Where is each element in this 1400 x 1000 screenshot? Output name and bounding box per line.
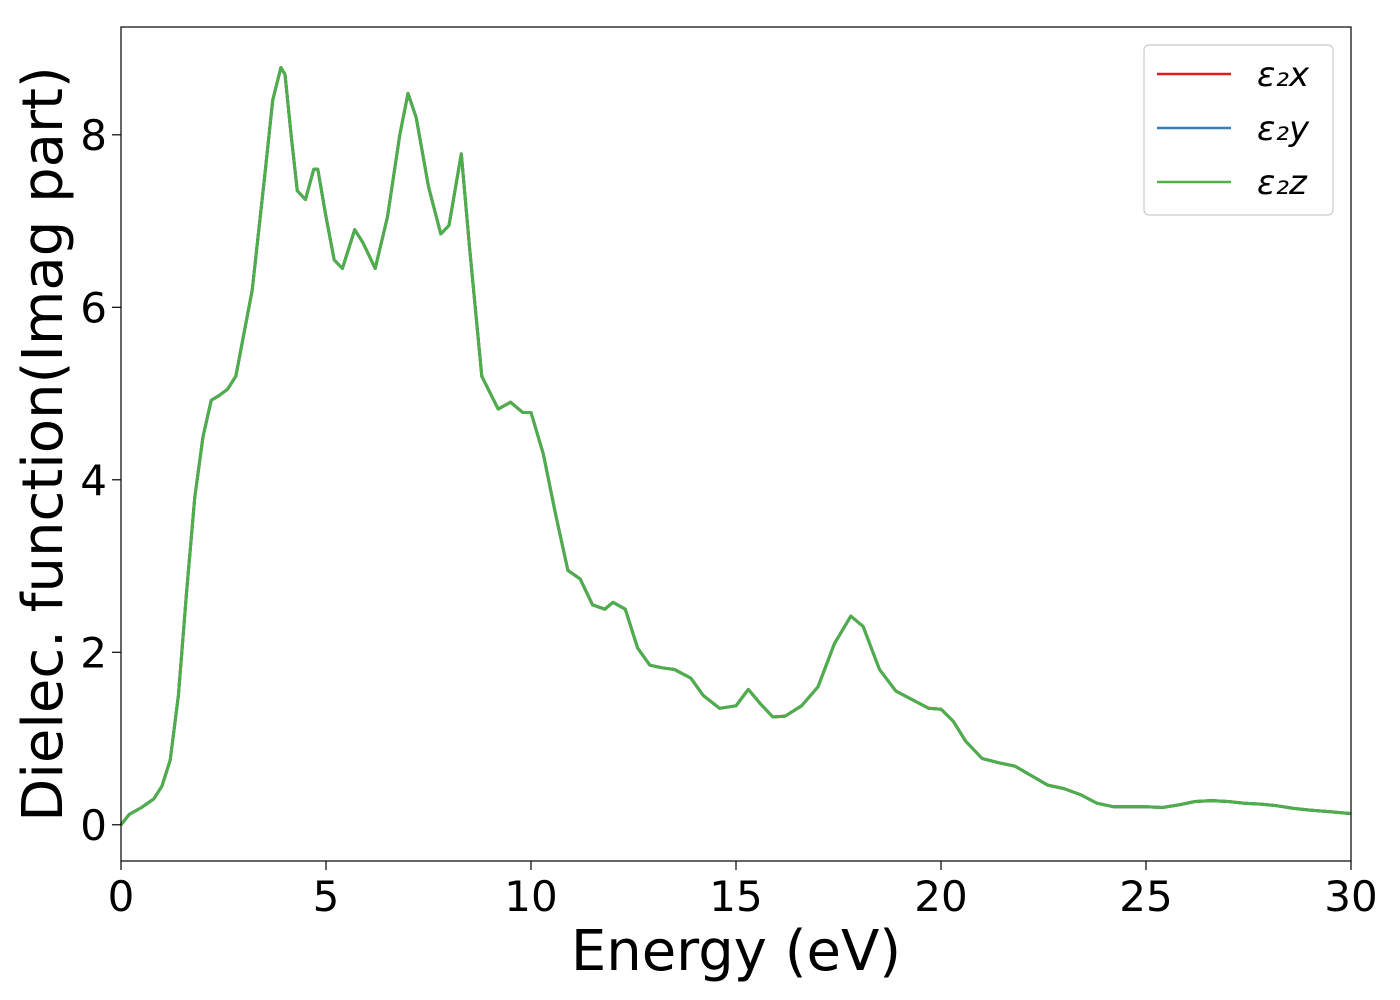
x-axis: 0 5 10 15 20 25 30: [108, 861, 1378, 921]
series-line: [119, 66, 1352, 826]
y-tick-label: 8: [80, 111, 107, 160]
x-tick-label: 30: [1324, 872, 1377, 921]
legend-label: ε₂x: [1257, 55, 1310, 95]
x-tick-label: 0: [108, 872, 135, 921]
legend-box: [1143, 44, 1334, 216]
y-tick-label: 4: [80, 456, 107, 505]
y-axis: 0 2 4 6 8: [80, 111, 121, 850]
y-axis-title: Dielec. function(Imag part): [11, 66, 76, 822]
x-tick-label: 25: [1119, 872, 1172, 921]
legend-label: ε₂z: [1257, 163, 1308, 203]
x-axis-title: Energy (eV): [571, 919, 901, 984]
y-tick-label: 2: [80, 628, 107, 677]
x-tick-label: 5: [313, 872, 340, 921]
x-tick-label: 15: [709, 872, 762, 921]
y-tick-label: 6: [80, 283, 107, 332]
legend-label: ε₂y: [1257, 109, 1310, 149]
curves: [119, 66, 1352, 826]
legend: ε₂x ε₂y ε₂z: [1143, 44, 1334, 216]
x-tick-label: 20: [914, 872, 967, 921]
x-tick-label: 10: [504, 872, 557, 921]
y-tick-label: 0: [80, 801, 107, 850]
